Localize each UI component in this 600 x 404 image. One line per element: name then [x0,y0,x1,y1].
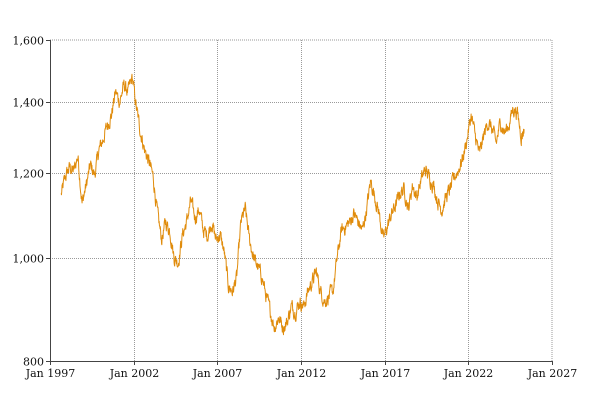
x-tick-label: Jan 2002 [109,367,160,380]
x-tick-label: Jan 2012 [276,367,327,380]
x-tick-labels: Jan 1997 Jan 2002 Jan 2007 Jan 2012 Jan 2017… [25,367,578,380]
axes [46,40,553,365]
x-tick-label: Jan 2022 [443,367,494,380]
y-tick-label: 800 [23,356,44,369]
x-tick-label: Jan 2017 [360,367,411,380]
x-tick-label: Jan 2027 [527,367,578,380]
x-tick-label: Jan 1997 [25,367,76,380]
series-layer [60,73,525,336]
x-tick-label: Jan 2007 [192,367,243,380]
y-tick-label: 1,600 [13,35,45,48]
y-tick-label: 1,400 [13,97,45,110]
grid-lines [50,39,553,361]
y-tick-labels: 800 1,000 1,200 1,400 1,600 [13,35,45,369]
y-tick-label: 1,000 [13,253,45,266]
y-tick-label: 1,200 [13,168,45,181]
series-line [60,73,525,336]
